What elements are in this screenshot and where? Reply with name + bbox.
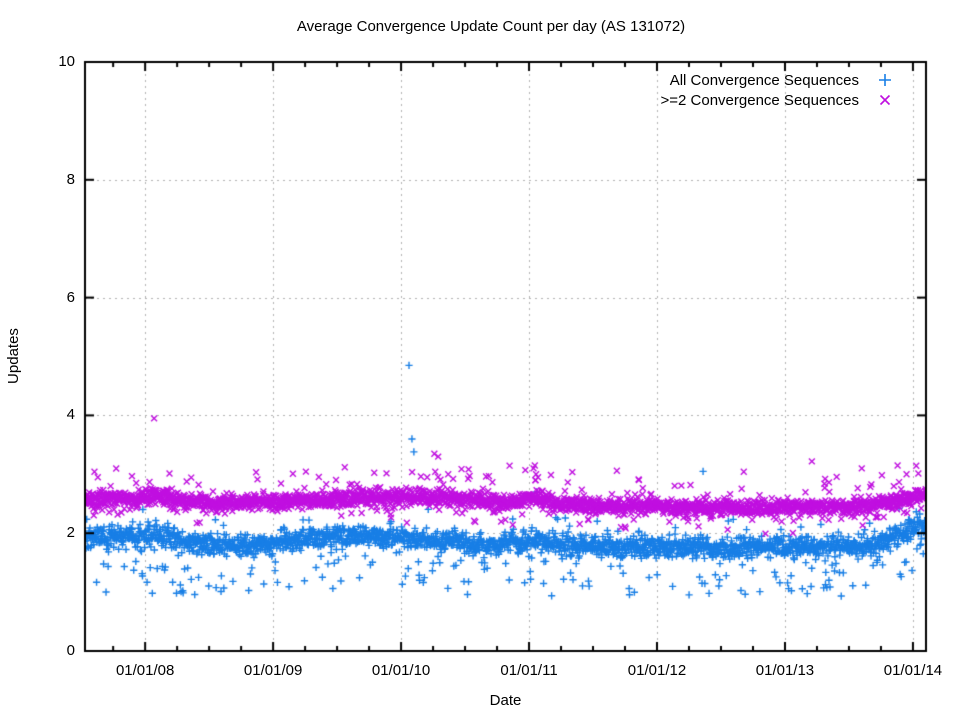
legend-row-ge2-sequences: >=2 Convergence Sequences <box>661 90 892 110</box>
y-tick-label: 4 <box>66 406 75 424</box>
legend-label: All Convergence Sequences <box>669 71 859 89</box>
x-tick-label: 01/01/10 <box>371 662 431 679</box>
legend-label: >=2 Convergence Sequences <box>660 91 859 109</box>
x-tick-label: 01/01/09 <box>243 662 303 679</box>
cross-marker-icon <box>879 94 891 106</box>
x-tick-label: 01/01/11 <box>500 662 558 679</box>
x-tick-label: 01/01/13 <box>755 662 815 679</box>
y-tick-label: 2 <box>66 524 75 542</box>
y-tick-label: 10 <box>58 53 75 70</box>
x-tick-label: 01/01/12 <box>627 662 687 679</box>
y-tick-label: 6 <box>66 288 75 306</box>
y-tick-label: 0 <box>66 642 75 659</box>
chart-title: Average Convergence Update Count per day… <box>296 18 686 35</box>
x-tick-label: 01/01/14 <box>883 662 943 679</box>
y-tick-label: 8 <box>66 170 75 188</box>
plus-marker-icon <box>879 74 891 86</box>
legend-row-all-sequences: All Convergence Sequences <box>661 70 892 90</box>
y-axis-label: Updates <box>5 328 22 384</box>
x-tick-label: 01/01/08 <box>115 662 175 679</box>
x-axis-label: Date <box>489 692 522 709</box>
legend: All Convergence Sequences >=2 Convergenc… <box>661 70 892 110</box>
